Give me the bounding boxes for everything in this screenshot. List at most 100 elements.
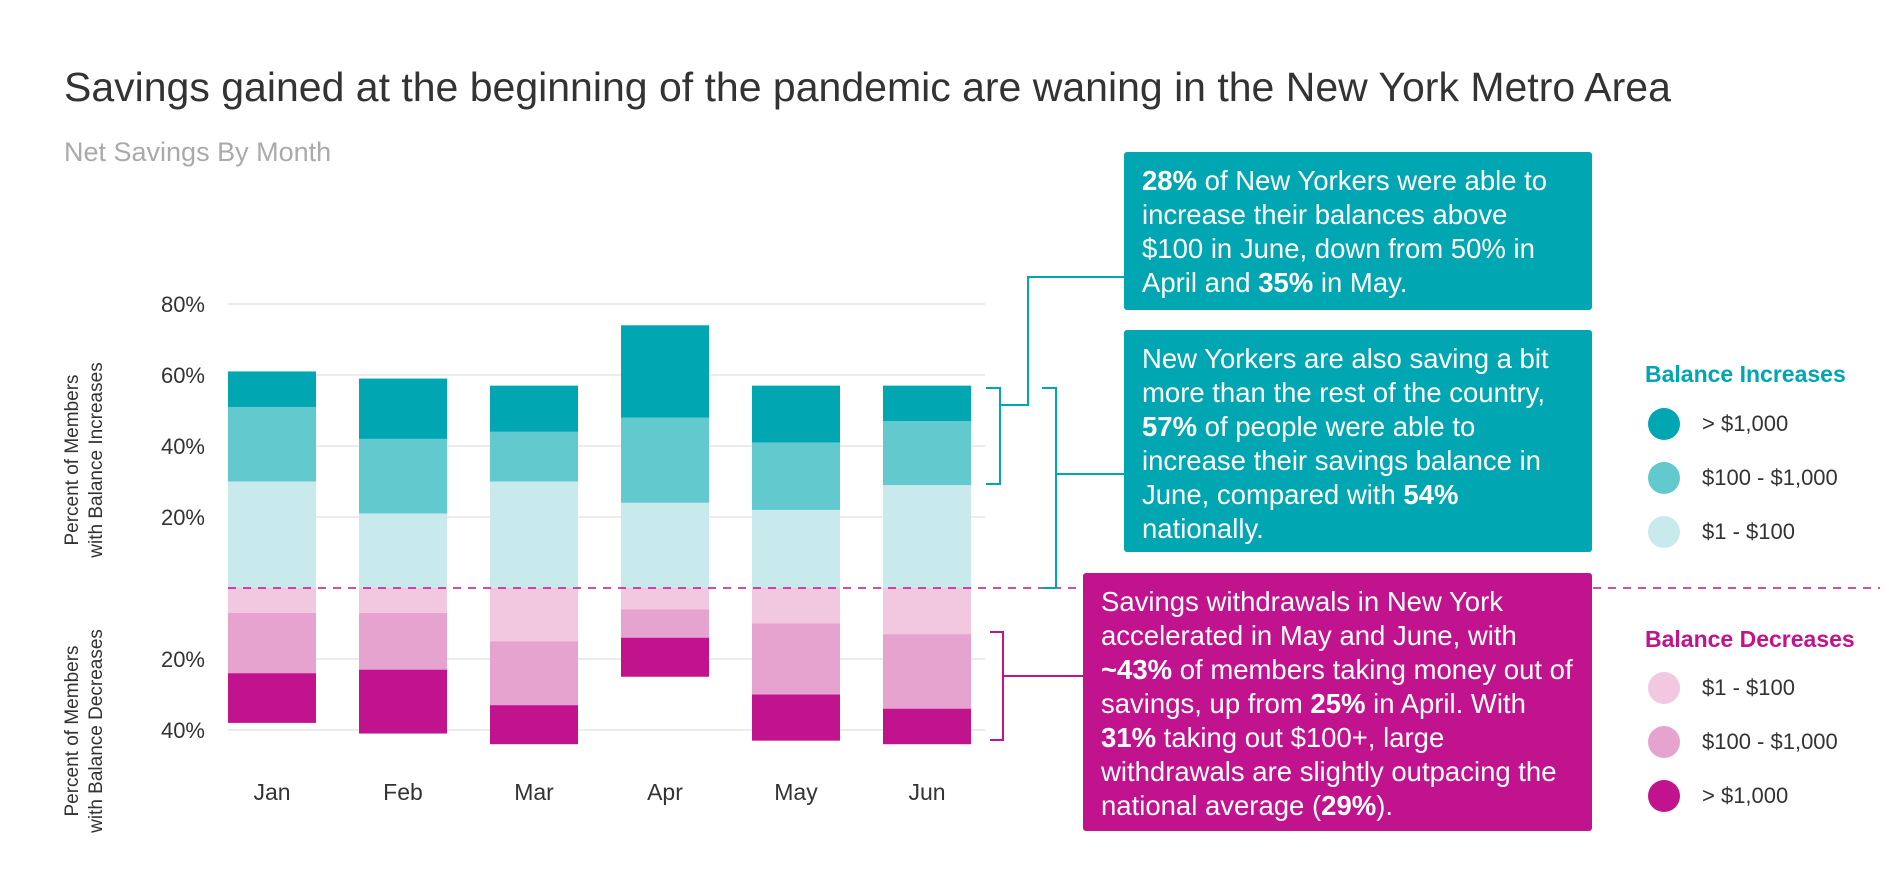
legend-swatch <box>1648 408 1680 440</box>
bar-segment-increase <box>359 513 447 588</box>
bar-segment-increase <box>883 385 971 422</box>
callout-text: in April. With <box>1365 688 1526 719</box>
legend-label: $1 - $100 <box>1702 519 1795 544</box>
legend-label: $1 - $100 <box>1702 675 1795 700</box>
legend-item-decrease-100-1000: $100 - $1,000 <box>1648 726 1838 758</box>
chart-title: Savings gained at the beginning of the p… <box>64 64 1671 110</box>
legend-label: > $1,000 <box>1702 411 1789 436</box>
bar-segment-increase <box>359 438 447 514</box>
callout-text: New Yorkers are also saving a bit more t… <box>1142 343 1549 408</box>
callout-stat: 28% <box>1142 165 1198 196</box>
bar-segment-decrease <box>228 673 316 723</box>
y-tick-label: 20% <box>161 505 205 530</box>
bar-segment-increase <box>883 421 971 486</box>
callout-text: of people were able to increase their sa… <box>1142 411 1541 510</box>
x-tick-label: Jun <box>908 779 945 805</box>
callout-text: Savings withdrawals in New York accelera… <box>1101 586 1517 651</box>
bar-segment-decrease <box>883 588 971 635</box>
y-axis-title-line: with Balance Increases <box>86 362 107 558</box>
legend-swatch <box>1648 516 1680 548</box>
legend-swatch <box>1648 780 1680 812</box>
bar-segment-increase <box>883 485 971 588</box>
connector-callout1 <box>1000 276 1124 406</box>
bar-segment-decrease <box>490 641 578 706</box>
legend-item-increase-1-100: $1 - $100 <box>1648 516 1795 548</box>
bar-segment-decrease <box>490 705 578 745</box>
legend-swatch <box>1648 462 1680 494</box>
callout-text: taking out $100+, large withdrawals are … <box>1101 722 1557 821</box>
y-tick-label: 60% <box>161 363 205 388</box>
x-tick-label: Jan <box>253 779 290 805</box>
bar-segment-decrease <box>883 708 971 745</box>
callout-text: of New Yorkers were able to increase the… <box>1142 165 1548 298</box>
y-axis-title-line: Percent of Members <box>62 374 83 545</box>
callout-stat: 35% <box>1258 267 1314 298</box>
bar-segment-decrease <box>228 588 316 613</box>
bar-segment-decrease <box>752 694 840 741</box>
bar-segment-decrease <box>621 637 709 677</box>
callout-connectors <box>986 276 1124 741</box>
callout-stat: 25% <box>1310 688 1366 719</box>
bar-segment-increase <box>228 406 316 482</box>
bracket-increase-total <box>1042 387 1057 589</box>
bar-segment-increase <box>490 481 578 588</box>
callout-stat: 31% <box>1101 722 1157 753</box>
legend-swatch <box>1648 726 1680 758</box>
bar-segment-decrease <box>490 588 578 642</box>
y-tick-label: 20% <box>161 647 205 672</box>
bar-segment-increase <box>621 417 709 503</box>
bar-segment-increase <box>621 325 709 418</box>
legend-title-increases: Balance Increases <box>1645 361 1846 387</box>
legend-label: > $1,000 <box>1702 783 1789 808</box>
y-axis-title-increases: Percent of Members with Balance Increases <box>62 362 107 558</box>
callout-text: in May. <box>1313 267 1408 298</box>
y-tick-label: 40% <box>161 718 205 743</box>
bar-segment-increase <box>228 371 316 407</box>
bar-segment-increase <box>752 442 840 510</box>
y-axis-title-decreases: Percent of Members with Balance Decreases <box>62 629 107 834</box>
callout-text: nationally. <box>1142 513 1264 544</box>
callout-text: ). <box>1376 790 1394 821</box>
bar-segment-increase <box>621 502 709 588</box>
callout-saving-comparison: New Yorkers are also saving a bit more t… <box>1124 330 1592 552</box>
y-axis-title-line: with Balance Decreases <box>86 629 107 834</box>
bar-segment-decrease <box>359 669 447 734</box>
callout-stat: 57% <box>1142 411 1198 442</box>
callout-balance-increase: 28% of New Yorkers were able to increase… <box>1124 152 1592 310</box>
legend-title-decreases: Balance Decreases <box>1645 626 1855 652</box>
bar-segment-increase <box>228 481 316 588</box>
chart-subtitle: Net Savings By Month <box>64 137 332 167</box>
bars <box>228 325 971 745</box>
x-tick-label: Feb <box>383 779 423 805</box>
x-tick-label: Mar <box>514 779 554 805</box>
bar-segment-decrease <box>621 588 709 610</box>
legend-item-decrease-gt1000: > $1,000 <box>1648 780 1788 812</box>
bar-segment-increase <box>752 509 840 588</box>
bar-segment-decrease <box>359 612 447 670</box>
legend-label: $100 - $1,000 <box>1702 465 1838 490</box>
callout-stat: ~43% <box>1101 654 1173 685</box>
grid-lines <box>228 303 985 731</box>
bar-segment-increase <box>752 385 840 443</box>
legend-swatch <box>1648 672 1680 704</box>
bar-segment-increase <box>490 385 578 432</box>
bar-segment-decrease <box>883 634 971 709</box>
legend-item-increase-100-1000: $100 - $1,000 <box>1648 462 1838 494</box>
bar-segment-decrease <box>228 612 316 674</box>
callout-text: of members taking money out of savings, … <box>1101 654 1573 719</box>
bracket-decrease <box>990 631 1004 741</box>
legend-label: $100 - $1,000 <box>1702 729 1838 754</box>
x-tick-label: Apr <box>647 779 683 805</box>
bar-segment-decrease <box>752 623 840 695</box>
callout-stat: 54% <box>1403 479 1459 510</box>
bracket-increase-june <box>986 387 1001 485</box>
callout-stat: 29% <box>1321 790 1377 821</box>
legend-item-increase-gt1000: > $1,000 <box>1648 408 1788 440</box>
axes: 20% 40% 60% 80% 20% 40% Jan Feb Mar Apr May Jun Perc… <box>62 292 1880 834</box>
bar-segment-decrease <box>621 609 709 638</box>
callout-withdrawals: Savings withdrawals in New York accelera… <box>1083 573 1592 831</box>
bar-segment-decrease <box>752 588 840 624</box>
y-axis-title-line: Percent of Members <box>62 645 83 816</box>
bar-segment-decrease <box>359 588 447 613</box>
